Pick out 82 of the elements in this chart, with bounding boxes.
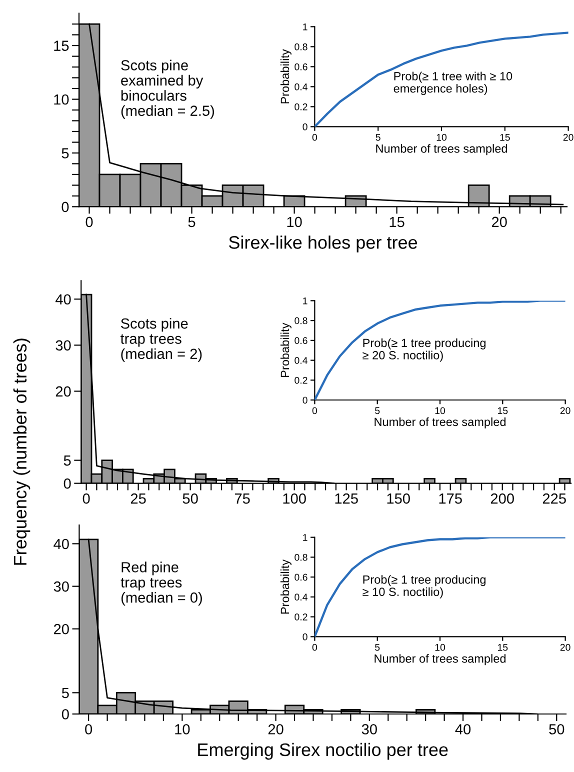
y-tick-label: 10 — [54, 94, 69, 105]
x-tick-label: 20 — [563, 134, 574, 141]
x-tick-label: 10 — [436, 134, 447, 141]
x-axis-title: Number of trees sampled — [374, 654, 506, 666]
x-tick-label: 225 — [542, 493, 566, 504]
annotation: Prob(≥ 1 tree producing ≥ 20 S. noctilio) — [362, 338, 486, 362]
x-axis-title: Sirex-like holes per tree — [228, 236, 418, 252]
x-tick-label: 0 — [86, 216, 93, 228]
annotation: Scots pine examined by binoculars (median = 2.5) — [121, 60, 214, 119]
y-tick-label: 0.8 — [294, 317, 308, 324]
y-axis-title: Probability — [280, 49, 292, 104]
x-tick-label: 15 — [390, 216, 404, 228]
y-tick-label: 0.8 — [294, 43, 308, 50]
y-tick-label: 0.8 — [294, 554, 308, 561]
y-tick-label: 0.2 — [294, 103, 308, 110]
x-axis-title: Number of trees sampled — [374, 417, 506, 428]
y-tick-label: 1 — [303, 298, 308, 304]
y-tick-label: 40 — [54, 538, 69, 550]
x-tick-label: 5 — [375, 644, 380, 651]
x-tick-label: 20 — [268, 724, 284, 734]
x-tick-label: 30 — [362, 724, 377, 734]
y-tick-label: 5 — [62, 148, 69, 158]
y-tick-label: 30 — [54, 581, 69, 592]
y-tick-label: 1 — [303, 534, 308, 541]
y-tick-label: 0.2 — [294, 376, 308, 384]
y-tick-label: 20 — [56, 386, 71, 397]
annotation: Prob(≥ 1 tree with ≥ 10 emergence holes) — [394, 72, 512, 95]
x-tick-label: 0 — [312, 644, 318, 651]
x-tick-label: 10 — [435, 407, 446, 414]
annotation: Red pine trap trees (median = 0) — [120, 562, 202, 606]
y-tick-label: 0.6 — [294, 337, 308, 344]
x-tick-label: 75 — [234, 494, 250, 504]
y-tick-label: 0 — [62, 202, 69, 212]
x-axis-title: Emerging Sirex noctilio per tree — [198, 742, 448, 760]
y-tick-label: 0.4 — [294, 83, 308, 90]
x-tick-label: 20 — [560, 407, 570, 414]
y-tick-label: 0 — [302, 123, 308, 130]
y-tick-label: 0.6 — [294, 574, 308, 581]
y-tick-label: 0.2 — [294, 614, 308, 620]
x-tick-label: 5 — [376, 134, 380, 141]
x-tick-label: 0 — [312, 134, 318, 141]
x-tick-label: 15 — [498, 644, 508, 651]
x-tick-label: 25 — [130, 493, 146, 504]
y-tick-label: 0 — [302, 633, 308, 640]
y-tick-label: 0.6 — [294, 63, 308, 70]
x-tick-label: 5 — [188, 216, 196, 228]
y-tick-label: 1 — [303, 24, 308, 30]
x-tick-label: 20 — [560, 644, 570, 651]
x-tick-label: 0 — [82, 493, 90, 504]
y-tick-label: 5 — [64, 456, 71, 466]
x-axis-title: Number of trees sampled — [376, 144, 508, 156]
x-tick-label: 175 — [439, 494, 462, 504]
x-tick-label: 125 — [335, 493, 358, 504]
annotation: Prob(≥ 1 tree producing ≥ 10 S. noctilio) — [362, 575, 486, 598]
y-tick-label: 0 — [64, 478, 71, 489]
x-tick-label: 200 — [490, 493, 514, 504]
x-tick-label: 10 — [175, 724, 190, 734]
y-tick-label: 40 — [55, 294, 71, 305]
y-tick-label: 15 — [54, 40, 69, 51]
x-tick-label: 150 — [387, 493, 410, 504]
x-tick-label: 15 — [498, 407, 508, 414]
x-tick-label: 0 — [85, 724, 92, 734]
y-axis-title: Frequency (number of trees) — [13, 338, 30, 565]
y-tick-label: 5 — [62, 688, 69, 698]
y-tick-label: 0.4 — [294, 357, 308, 364]
y-axis-title: Probability — [280, 559, 292, 614]
y-axis-title: Probability — [280, 322, 292, 377]
y-tick-label: 20 — [54, 624, 69, 634]
annotation: Scots pine trap trees (median = 2) — [120, 318, 202, 362]
x-tick-label: 40 — [455, 724, 471, 734]
x-tick-label: 100 — [283, 493, 306, 504]
x-tick-label: 0 — [312, 407, 318, 414]
x-tick-label: 10 — [435, 644, 446, 651]
y-tick-label: 0.4 — [294, 594, 308, 601]
x-tick-label: 50 — [549, 724, 564, 734]
x-tick-label: 15 — [500, 134, 510, 141]
y-tick-label: 0 — [62, 709, 69, 720]
x-tick-label: 20 — [492, 216, 507, 228]
x-tick-label: 50 — [182, 493, 198, 504]
y-tick-label: 0 — [302, 396, 308, 404]
y-tick-label: 30 — [56, 340, 71, 351]
x-tick-label: 5 — [375, 407, 380, 414]
